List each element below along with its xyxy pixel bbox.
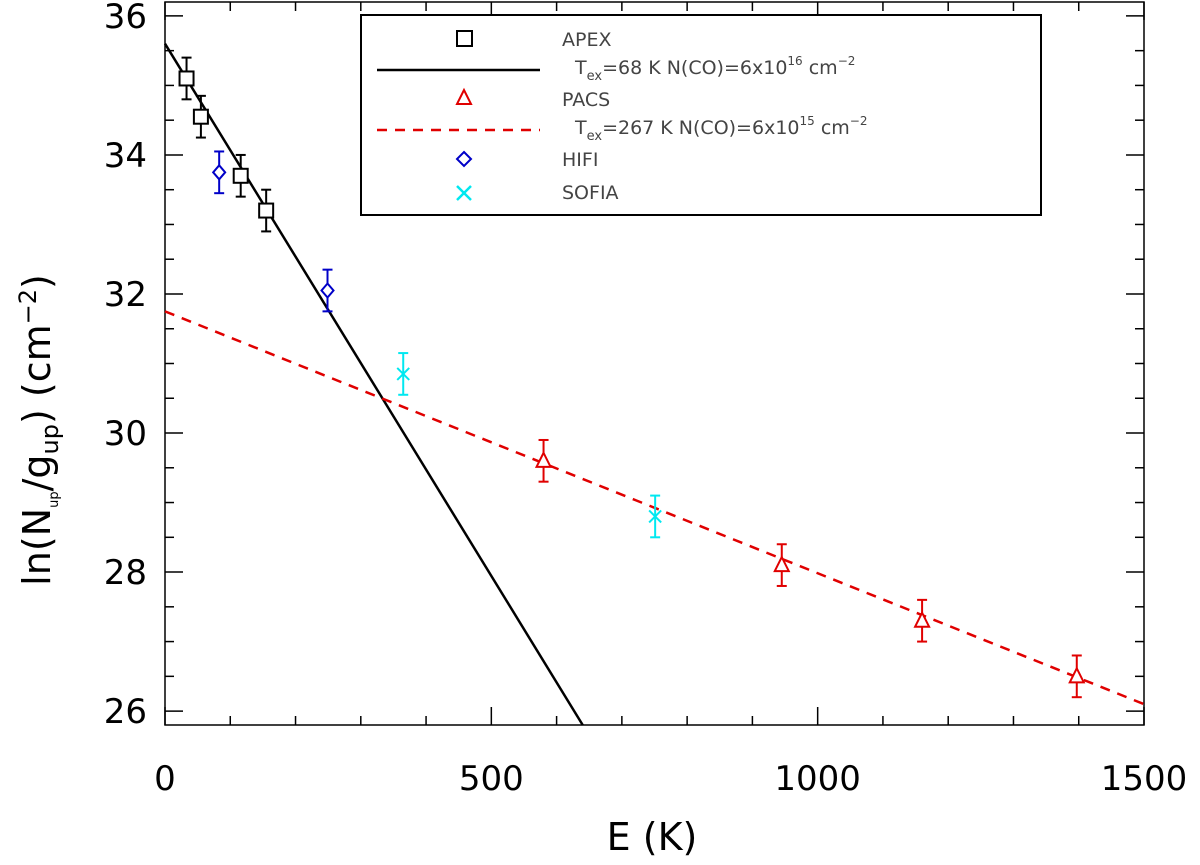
- hifi-point: [211, 150, 227, 195]
- tick-labels: 0 500 1000 1500 26 28 30 32 34 36: [104, 0, 1188, 799]
- plot-frame: [164, 1, 1145, 726]
- pacs-point: [773, 543, 791, 587]
- legend-label-sofia: SOFIA: [562, 182, 619, 204]
- y-tick-label: 28: [104, 553, 147, 593]
- x-axis-label: E (K): [607, 815, 698, 859]
- pacs-marker: [913, 610, 931, 628]
- y-tick-label: 26: [104, 692, 147, 732]
- legend-marker-apex: [456, 30, 473, 47]
- legend-marker-pacs: [455, 87, 473, 105]
- x-tick-label: 1500: [1101, 759, 1188, 799]
- pacs-marker: [1068, 666, 1086, 684]
- legend: APEX Tex=68 K N(CO)=6x1016 cm−2 PACS Tex…: [360, 14, 1042, 216]
- apex-marker: [232, 167, 249, 184]
- apex-point: [178, 56, 195, 101]
- legend-label-hifi: HIFI: [562, 149, 598, 171]
- apex-point: [258, 188, 275, 233]
- y-tick-label: 32: [104, 275, 147, 315]
- hifi-marker: [211, 163, 227, 181]
- sofia-marker: [648, 509, 662, 524]
- pacs-point: [913, 598, 931, 643]
- x-tick-label: 500: [459, 759, 524, 799]
- data-points: [178, 56, 1086, 699]
- apex-marker: [258, 202, 275, 219]
- x-tick-label: 0: [154, 759, 176, 799]
- apex-marker: [178, 70, 195, 87]
- sofia-point: [648, 494, 662, 539]
- apex-point: [232, 153, 249, 198]
- hifi-marker: [320, 281, 335, 300]
- y-axis-label: ln(Nup/gup) (cm−2): [14, 274, 64, 586]
- legend-label-apex-fit: Tex=68 K N(CO)=6x1016 cm−2: [574, 54, 855, 84]
- y-tick-label: 30: [104, 414, 147, 454]
- sofia-point: [396, 352, 410, 396]
- sofia-marker: [396, 367, 410, 381]
- hifi-point: [320, 268, 335, 313]
- apex-marker: [192, 108, 209, 125]
- apex-fit-line: [163, 43, 584, 726]
- pacs-point: [1068, 654, 1086, 699]
- apex-point: [192, 94, 209, 139]
- legend-label-pacs: PACS: [562, 89, 610, 111]
- y-tick-label: 34: [104, 136, 147, 176]
- x-tick-label: 1000: [774, 759, 861, 799]
- legend-marker-hifi: [455, 150, 473, 168]
- legend-marker-sofia: [456, 185, 472, 201]
- pacs-marker: [773, 554, 791, 573]
- pacs-marker: [534, 450, 553, 468]
- legend-box: [360, 14, 1042, 216]
- legend-label-pacs-fit: Tex=267 K N(CO)=6x1015 cm−2: [574, 114, 867, 144]
- pacs-point: [534, 438, 553, 483]
- y-tick-label: 36: [104, 0, 147, 37]
- legend-label-apex: APEX: [562, 29, 611, 51]
